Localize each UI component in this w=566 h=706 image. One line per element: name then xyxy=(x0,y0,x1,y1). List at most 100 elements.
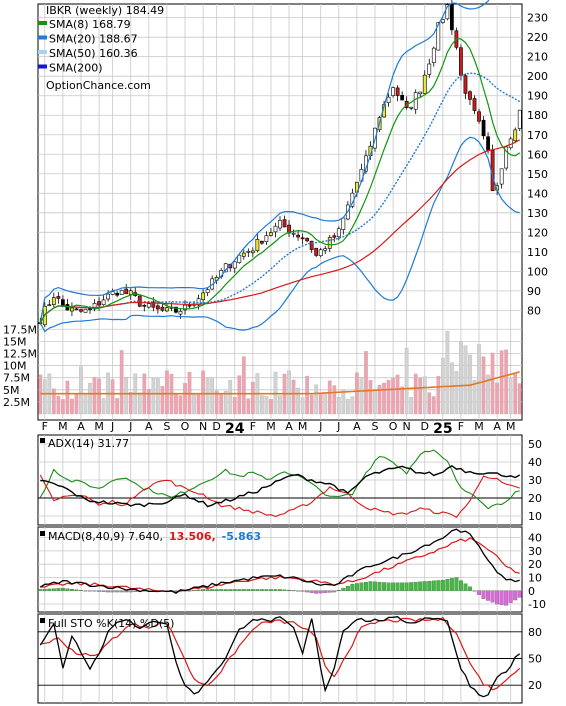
x-tick-label: O xyxy=(181,420,190,433)
volume-bar xyxy=(459,341,463,415)
volume-bar xyxy=(377,384,382,415)
volume-bar xyxy=(309,394,314,415)
volume-bar xyxy=(450,362,454,415)
macd-histogram-bar xyxy=(119,590,124,593)
macd-histogram-bar xyxy=(192,590,197,591)
volume-bar xyxy=(454,371,459,415)
volume-bar xyxy=(137,392,142,415)
volume-bar xyxy=(373,389,377,415)
macd-histogram-bar xyxy=(463,583,468,591)
volume-bar xyxy=(74,393,79,415)
candle-body xyxy=(486,136,490,151)
volume-tick-label: 17.5M xyxy=(3,323,37,336)
candle-body xyxy=(459,47,463,76)
price-tick-label: 80 xyxy=(527,304,541,317)
candle-body xyxy=(327,237,332,249)
volume-bar xyxy=(477,344,481,415)
volume-bar xyxy=(486,374,490,415)
volume-bar xyxy=(183,383,187,415)
volume-bar xyxy=(119,350,124,415)
volume-bar xyxy=(237,375,242,415)
price-tick-label: 90 xyxy=(527,285,541,298)
x-tick-label: M xyxy=(506,420,516,433)
volume-bar xyxy=(327,380,332,415)
volume-bar xyxy=(400,386,404,415)
pane-frame-macd xyxy=(37,526,523,613)
macd-histogram-bar xyxy=(278,589,282,591)
price-tick-label: 190 xyxy=(527,90,548,103)
volume-tick-label: 12.5M xyxy=(3,347,37,360)
candle-body xyxy=(165,307,169,312)
volume-bar xyxy=(318,393,323,415)
macd-histogram-bar xyxy=(477,590,481,595)
volume-average-line xyxy=(40,371,520,395)
volume-bar xyxy=(174,393,178,415)
macd-histogram-bar xyxy=(490,590,495,603)
macd-histogram-bar xyxy=(454,577,459,591)
volume-bar xyxy=(156,378,160,415)
macd-histogram-bar xyxy=(97,590,102,592)
symbol-title: IBKR (weekly) 184.49 xyxy=(46,4,164,17)
volume-bar xyxy=(241,356,246,415)
volume-bar xyxy=(472,380,477,415)
macd-histogram-bar xyxy=(60,587,65,591)
volume-bar xyxy=(246,398,251,415)
candle-body xyxy=(124,288,129,295)
candle-body xyxy=(296,234,300,238)
price-tick-label: 110 xyxy=(527,246,548,259)
volume-bar xyxy=(278,395,282,415)
volume-bar xyxy=(101,398,106,415)
x-tick-label: F xyxy=(458,420,464,433)
macd-histogram-bar xyxy=(386,582,391,591)
candle-body xyxy=(504,146,509,169)
indicator-tick-label: 30 xyxy=(528,474,542,487)
macd-histogram-bar xyxy=(101,590,106,592)
volume-bar xyxy=(395,374,400,415)
candle-body xyxy=(282,219,287,228)
indicator-tick-label: 10 xyxy=(528,571,542,584)
candle-body xyxy=(151,301,156,308)
macd-histogram-bar xyxy=(201,589,206,591)
macd-histogram-bar xyxy=(413,581,418,591)
volume-bar xyxy=(436,376,441,415)
x-tick-label: A xyxy=(145,420,153,433)
indicator-tick-label: 20 xyxy=(528,558,542,571)
macd-histogram-bar xyxy=(449,578,454,591)
volume-bar xyxy=(504,349,509,415)
x-tick-label: 24 xyxy=(225,421,245,437)
candle-body xyxy=(463,75,468,94)
candle-body xyxy=(269,232,273,236)
macd-histogram-bar xyxy=(273,589,278,591)
candle-body xyxy=(300,237,305,240)
candle-body xyxy=(427,63,432,75)
candle-body xyxy=(237,254,242,263)
volume-bar xyxy=(88,382,92,415)
volume-bar xyxy=(391,378,395,415)
volume-tick-label: 15M xyxy=(3,335,27,348)
x-tick-label: M xyxy=(298,420,308,433)
volume-bar xyxy=(323,392,328,415)
candle-body xyxy=(513,129,518,142)
macd-histogram-bar xyxy=(106,590,111,593)
volume-bar xyxy=(128,392,133,415)
indicator-tick-label: 10 xyxy=(528,510,542,523)
candle-body xyxy=(205,289,210,293)
volume-bar xyxy=(427,392,432,415)
macd-histogram-bar xyxy=(481,590,486,599)
volume-tick-label: 7.5M xyxy=(3,372,30,385)
macd-histogram-bar xyxy=(92,590,97,592)
volume-bar xyxy=(499,350,504,415)
x-tick-label: J xyxy=(110,420,114,433)
sma50-line xyxy=(39,139,520,324)
volume-bar xyxy=(146,389,151,415)
macd-histogram-bar xyxy=(210,589,215,591)
volume-bar xyxy=(517,383,522,415)
volume-bar xyxy=(83,392,88,415)
indicator-tick-label: 20 xyxy=(528,492,542,505)
volume-tick-label: 2.5M xyxy=(3,396,30,409)
candle-body xyxy=(323,248,328,251)
macd-histogram-bar xyxy=(445,579,450,591)
candle-body xyxy=(250,250,255,254)
indicator-tick-label: 20 xyxy=(528,679,542,692)
candle-body xyxy=(309,240,314,250)
